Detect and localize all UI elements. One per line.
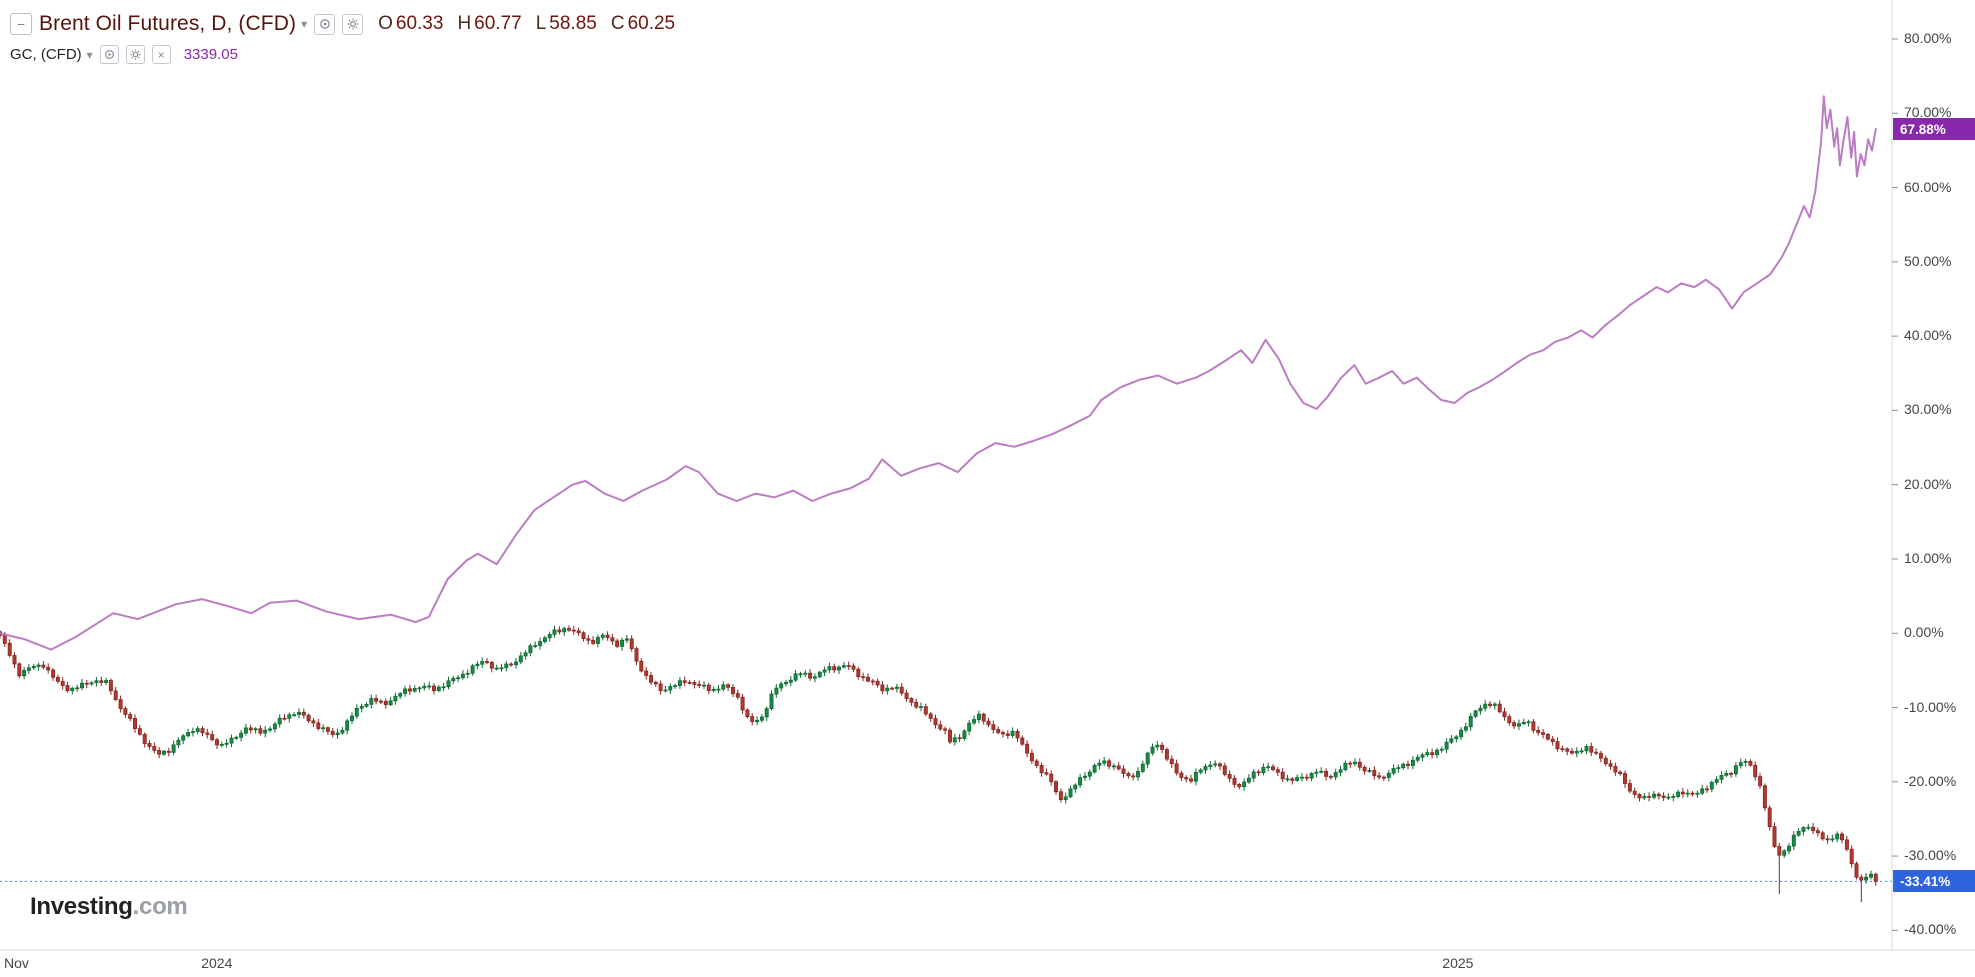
low-label: L: [535, 13, 547, 34]
price-axis-label: 20.00%: [1904, 475, 1952, 492]
brent-last-price-badge: -33.41%: [1893, 870, 1975, 893]
collapse-legend-button[interactable]: −: [10, 13, 32, 35]
price-axis-label: -10.00%: [1904, 698, 1957, 715]
high-label: H: [457, 13, 472, 34]
close-icon: ×: [157, 47, 165, 62]
price-axis-label: 0.00%: [1904, 624, 1944, 641]
logo-brand-text: Investing: [30, 893, 133, 920]
close-value: 60.25: [627, 13, 676, 34]
main-series-title[interactable]: Brent Oil Futures, D, (CFD): [39, 12, 297, 35]
chevron-down-icon[interactable]: ▾: [301, 17, 308, 31]
low-value: 58.85: [549, 13, 597, 34]
eye-icon: [319, 19, 330, 29]
gear-icon: [130, 49, 141, 60]
settings-button[interactable]: [342, 13, 364, 35]
open-label: O: [378, 13, 393, 34]
remove-series-button[interactable]: ×: [151, 45, 171, 64]
investing-logo: Investing.com: [30, 893, 188, 921]
gear-icon: [347, 18, 359, 30]
price-axis-label: 10.00%: [1904, 549, 1952, 566]
visibility-toggle-button[interactable]: [99, 45, 119, 64]
price-axis-label: 50.00%: [1904, 252, 1952, 269]
close-label: C: [610, 13, 625, 34]
logo-suffix-text: .com: [132, 893, 188, 920]
gold-last-price-badge: 67.88%: [1893, 118, 1975, 141]
overlay-series-row: GC, (CFD) ▾: [10, 45, 675, 64]
price-axis-label: 60.00%: [1904, 178, 1952, 195]
visibility-toggle-button[interactable]: [314, 13, 336, 35]
overlay-series-title[interactable]: GC, (CFD): [10, 46, 82, 63]
price-axis-label: 30.00%: [1904, 401, 1952, 418]
time-axis-label: 2025: [1442, 955, 1474, 971]
ohlc-readout: O 60.33 H 60.77 L 58.85 C 60.25: [378, 13, 675, 35]
overlay-series-value: 3339.05: [183, 46, 238, 63]
price-axis-label: 70.00%: [1904, 104, 1952, 121]
main-series-row: − Brent Oil Futures, D, (CFD) ▾: [10, 12, 675, 36]
price-axis-label: 80.00%: [1904, 30, 1952, 46]
time-axis-label: 2024: [201, 955, 233, 971]
price-axis-label: -40.00%: [1904, 921, 1957, 938]
price-axis-label: -30.00%: [1904, 847, 1957, 864]
price-axis-label: 40.00%: [1904, 327, 1952, 344]
settings-button[interactable]: [125, 45, 145, 64]
eye-icon: [104, 50, 114, 59]
price-axis-label: -20.00%: [1904, 772, 1957, 789]
open-value: 60.33: [395, 13, 444, 34]
minus-icon: −: [16, 16, 26, 32]
chevron-down-icon[interactable]: ▾: [86, 47, 93, 62]
high-value: 60.77: [474, 13, 522, 34]
time-axis-label: Nov: [4, 955, 29, 971]
chart-legend: − Brent Oil Futures, D, (CFD) ▾: [10, 12, 675, 64]
